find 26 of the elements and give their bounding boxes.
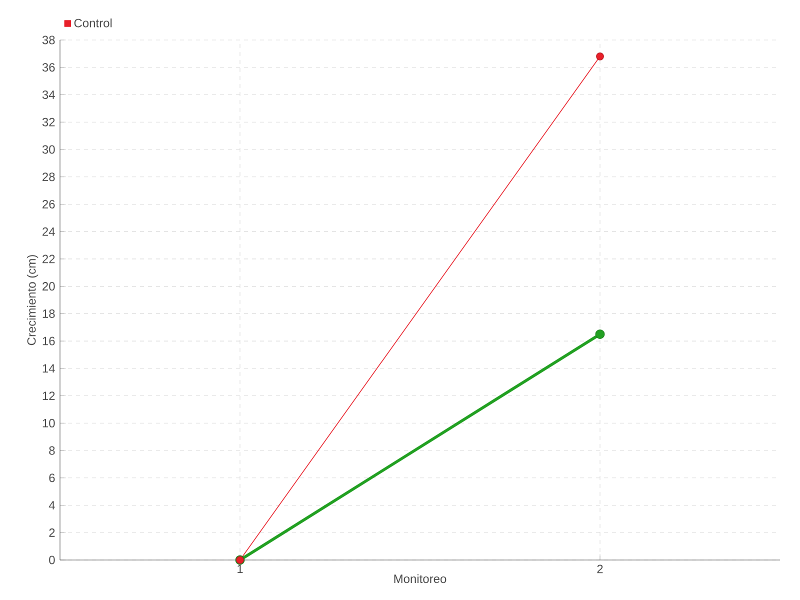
x-axis-title: Monitoreo [394, 574, 446, 584]
legend-label: Control [74, 18, 112, 28]
y-tick-label: 20 [42, 282, 55, 291]
y-tick-label: 2 [49, 528, 55, 537]
y-tick-label: 18 [42, 309, 55, 318]
y-tick-label: 16 [42, 336, 55, 346]
y-tick-label: 22 [42, 254, 55, 264]
y-tick-label: 30 [42, 145, 55, 154]
y-tick-label: 14 [42, 364, 55, 373]
y-tick-label: 10 [42, 418, 55, 428]
y-tick-label: 38 [42, 36, 55, 44]
y-tick-label: 12 [42, 392, 55, 400]
y-tick-label: 8 [49, 446, 55, 455]
y-tick-label: 34 [42, 90, 55, 99]
y-axis-title: Crecimiento (cm) [26, 255, 38, 346]
x-tick-label: 1 [238, 564, 243, 573]
y-tick-label: 36 [42, 63, 55, 72]
y-tick-label: 6 [49, 474, 55, 482]
y-tick-label: 32 [42, 118, 55, 126]
y-tick-label: 4 [48, 501, 55, 510]
y-tick-label: 24 [42, 227, 55, 236]
point [596, 52, 604, 60]
y-tick-label: 0 [49, 556, 55, 564]
point [595, 329, 605, 339]
y-tick-label: 28 [42, 172, 55, 182]
y-tick-label: 26 [42, 200, 55, 208]
